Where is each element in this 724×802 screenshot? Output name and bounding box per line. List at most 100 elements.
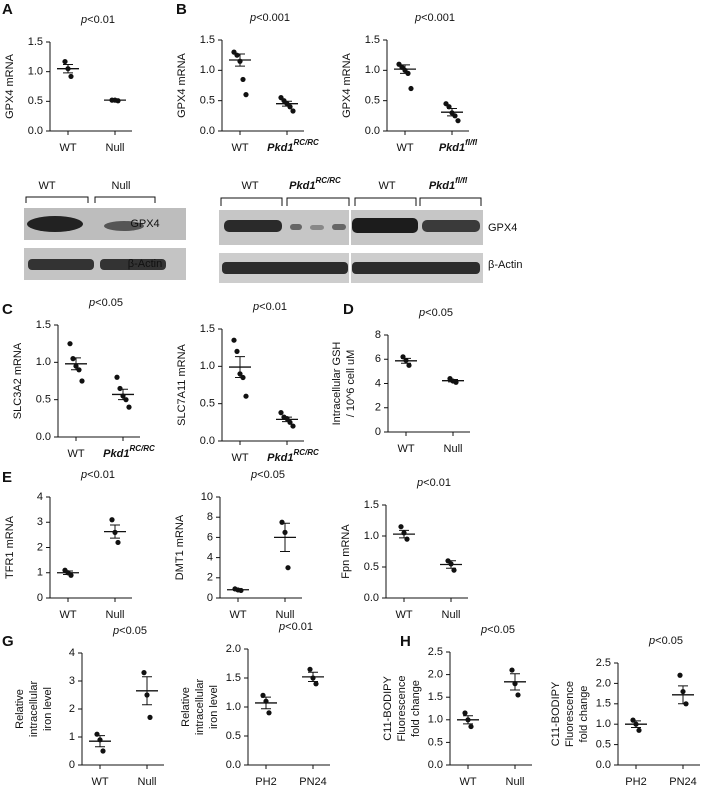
data-point [404,536,410,542]
x-tick-label: WT [395,609,412,621]
y-tick-label: 0.0 [226,759,241,771]
y-tick-label: 6 [375,353,381,365]
y-tick-label: 0.5 [226,730,241,742]
y-tick-label: 1.0 [226,701,241,713]
panel-letter: E [2,469,12,486]
label-text: Null [444,443,463,455]
y-tick-label: 1.5 [364,499,379,511]
x-tick-label: WT [396,142,413,154]
lane-label: WT [241,180,258,192]
label-text: Pkd1 [267,142,293,154]
data-point [446,104,452,110]
error-bar [308,671,318,682]
band [28,259,94,270]
y-tick-label: 0.0 [428,759,443,771]
y-tick-label: 2.5 [428,646,443,658]
data-point [636,727,642,733]
y-tick-label: 1.5 [36,319,51,331]
panel-letter: H [400,633,411,650]
y-tick-label: 0.0 [365,125,380,137]
x-tick-label: WT [59,142,76,154]
y-tick-label: 1.5 [28,36,43,48]
error-bar [71,357,81,371]
y-axis-label: Intracellular GSH [331,342,343,426]
x-tick-label: WT [231,452,248,464]
y-tick-label: 2 [207,572,213,584]
label-text: Null [138,776,157,788]
data-point [100,748,106,754]
error-bar [63,570,73,576]
data-point [313,681,319,687]
chart-title: p<0.01 [416,477,451,489]
x-tick-label: Null [506,776,525,788]
data-point [677,672,683,678]
label-sup: RC/RC [293,138,319,147]
error-bar [282,100,292,107]
label-text: Pkd1 [439,142,465,154]
error-bar [447,108,457,117]
y-axis-label: GPX4 mRNA [341,52,353,117]
y-tick-label: 1.5 [200,34,215,46]
lane-bracket [220,197,482,206]
label-text: WT [397,443,414,455]
data-point [68,572,74,578]
data-point [290,108,296,114]
data-point [279,519,285,525]
label-text: PN24 [669,776,697,788]
data-point [451,567,457,573]
band [352,262,480,274]
y-tick-label: 0.5 [200,398,215,410]
error-bar [63,64,73,74]
y-tick-label: 1.0 [365,64,380,76]
data-point [117,385,123,392]
label-text: Null [276,609,295,621]
data-point [147,714,153,721]
error-bar [142,676,152,706]
data-point [266,710,272,716]
y-tick-label: 1.5 [428,691,443,703]
dot-plot: 0.0 0.5 1.0 1.5 p<0.001 GPX4 mRNA WT Pkd1fl/fl [341,12,478,154]
data-point [109,517,115,523]
band [332,224,346,230]
panel-letter: D [343,301,354,318]
y-axis-label: intracellular [28,681,40,738]
y-tick-label: 2 [37,541,43,553]
x-tick-label: PH2 [625,776,646,788]
y-axis-label: TFR1 mRNA [4,515,16,579]
error-bar [95,735,105,748]
x-tick-label: WT [459,776,476,788]
y-tick-label: 0 [69,759,75,771]
x-tick-label: Null [276,609,295,621]
y-tick-label: 1.5 [365,34,380,46]
dot-plot: 0.0 0.5 1.0 1.5 p<0.001 GPX4 mRNA WT Pkd1RC/RC [176,12,319,154]
y-tick-label: 1.0 [28,66,43,78]
error-bar [235,356,245,379]
label-text: Null [506,776,525,788]
error-bar [678,685,688,705]
y-tick-label: 3 [37,516,43,528]
y-tick-label: 0.5 [428,736,443,748]
data-point [240,76,246,83]
x-tick-label: PH2 [255,776,276,788]
data-point [468,723,474,730]
y-axis-label: DMT1 mRNA [174,514,186,580]
band [222,262,348,274]
y-tick-label: 4 [375,377,381,389]
label-text: WT [395,609,412,621]
y-tick-label: 1.5 [596,698,611,710]
x-tick-label: Null [442,609,461,621]
x-tick-label: WT [59,609,76,621]
data-point [455,118,461,124]
y-tick-label: 1.0 [200,360,215,372]
data-point [62,58,68,65]
data-point [70,356,76,362]
y-tick-label: 0.5 [364,561,379,573]
error-bar [510,673,520,691]
chart-title: p<0.05 [480,624,515,636]
lane-label: Pkd1RC/RC [289,176,341,192]
x-tick-label: PN24 [299,776,327,788]
error-bar [401,357,411,364]
x-tick-label: WT [231,142,248,154]
x-tick-label: Pkd1RC/RC [103,444,155,460]
